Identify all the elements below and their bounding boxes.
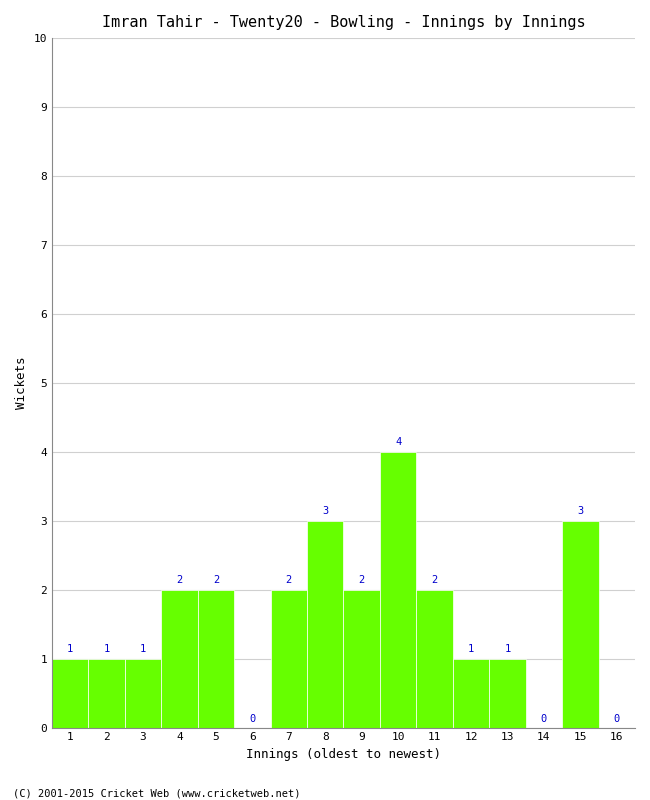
Bar bbox=[343, 590, 380, 727]
Text: 3: 3 bbox=[322, 506, 328, 516]
Text: 0: 0 bbox=[249, 714, 255, 724]
Bar bbox=[125, 658, 161, 727]
Bar bbox=[307, 521, 343, 727]
Text: 2: 2 bbox=[432, 575, 437, 585]
Bar bbox=[161, 590, 198, 727]
Text: 1: 1 bbox=[67, 644, 73, 654]
Text: 0: 0 bbox=[614, 714, 620, 724]
Text: 1: 1 bbox=[103, 644, 110, 654]
Bar bbox=[270, 590, 307, 727]
Text: 1: 1 bbox=[468, 644, 474, 654]
Text: 1: 1 bbox=[140, 644, 146, 654]
Text: 3: 3 bbox=[577, 506, 584, 516]
Text: (C) 2001-2015 Cricket Web (www.cricketweb.net): (C) 2001-2015 Cricket Web (www.cricketwe… bbox=[13, 788, 300, 798]
Text: 4: 4 bbox=[395, 437, 401, 447]
Text: 0: 0 bbox=[541, 714, 547, 724]
Bar bbox=[489, 658, 526, 727]
Text: 2: 2 bbox=[359, 575, 365, 585]
Title: Imran Tahir - Twenty20 - Bowling - Innings by Innings: Imran Tahir - Twenty20 - Bowling - Innin… bbox=[101, 15, 585, 30]
Bar bbox=[88, 658, 125, 727]
Text: 2: 2 bbox=[213, 575, 219, 585]
Text: 2: 2 bbox=[176, 575, 183, 585]
Bar bbox=[453, 658, 489, 727]
Bar bbox=[52, 658, 88, 727]
Bar bbox=[562, 521, 599, 727]
Text: 1: 1 bbox=[504, 644, 511, 654]
Text: 2: 2 bbox=[285, 575, 292, 585]
Y-axis label: Wickets: Wickets bbox=[15, 357, 28, 409]
Bar bbox=[417, 590, 453, 727]
Bar bbox=[198, 590, 234, 727]
Bar bbox=[380, 452, 417, 727]
X-axis label: Innings (oldest to newest): Innings (oldest to newest) bbox=[246, 748, 441, 761]
